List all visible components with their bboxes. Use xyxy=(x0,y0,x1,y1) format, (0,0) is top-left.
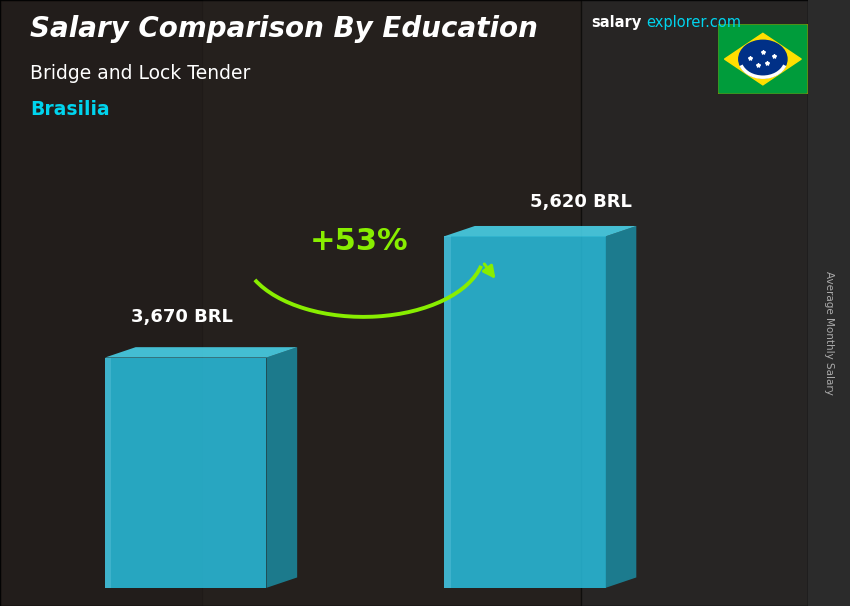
FancyBboxPatch shape xyxy=(581,0,808,606)
FancyBboxPatch shape xyxy=(0,0,808,606)
Text: Average Monthly Salary: Average Monthly Salary xyxy=(824,271,834,395)
Text: Brasilia: Brasilia xyxy=(30,100,110,119)
FancyBboxPatch shape xyxy=(0,0,202,606)
Polygon shape xyxy=(605,226,637,588)
Polygon shape xyxy=(444,236,450,588)
Polygon shape xyxy=(105,347,298,358)
Polygon shape xyxy=(105,358,266,588)
FancyBboxPatch shape xyxy=(0,0,808,606)
Text: 5,620 BRL: 5,620 BRL xyxy=(530,193,632,211)
Polygon shape xyxy=(444,226,637,236)
Text: explorer.com: explorer.com xyxy=(646,15,741,30)
Text: salary: salary xyxy=(591,15,641,30)
Text: +53%: +53% xyxy=(310,227,409,256)
Polygon shape xyxy=(266,347,298,588)
Text: 3,670 BRL: 3,670 BRL xyxy=(131,308,233,326)
Polygon shape xyxy=(724,33,802,85)
Polygon shape xyxy=(105,358,111,588)
FancyBboxPatch shape xyxy=(717,24,808,95)
Text: Bridge and Lock Tender: Bridge and Lock Tender xyxy=(30,64,250,82)
Circle shape xyxy=(739,40,787,78)
Text: Salary Comparison By Education: Salary Comparison By Education xyxy=(30,15,537,43)
Polygon shape xyxy=(444,236,605,588)
